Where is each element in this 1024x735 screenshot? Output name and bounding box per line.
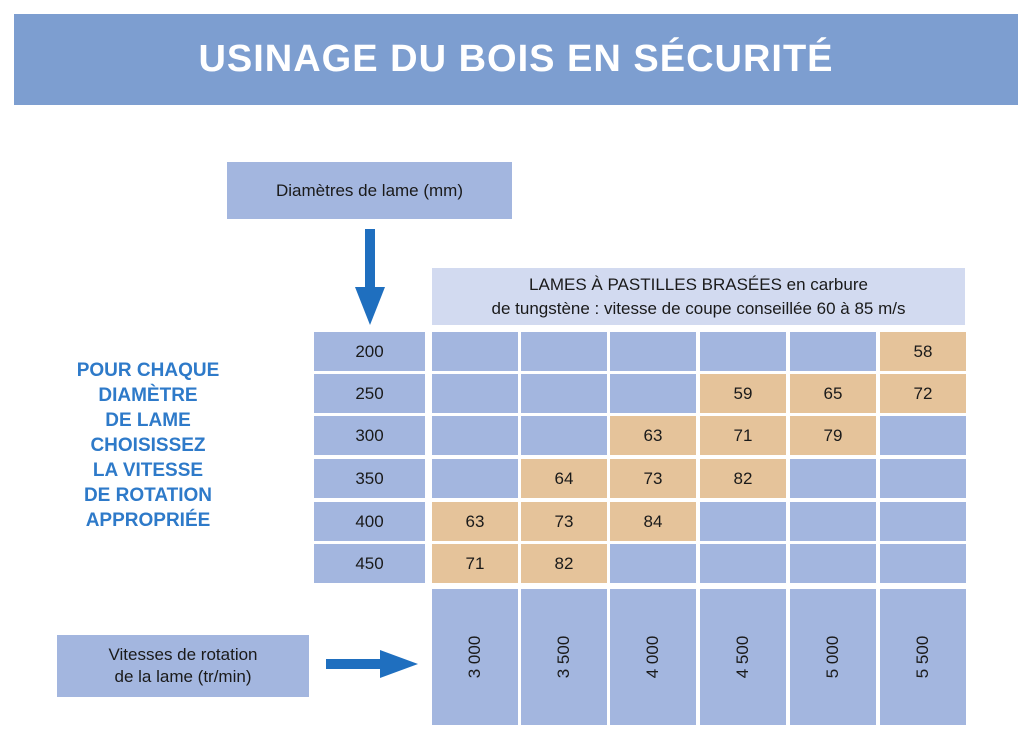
speed-value-cell: 73 bbox=[521, 502, 607, 541]
rotation-speed-label: 3 000 bbox=[465, 635, 484, 679]
empty-cell bbox=[521, 416, 607, 455]
speed-value-cell: 84 bbox=[610, 502, 696, 541]
rotation-speed-label-line2: de la lame (tr/min) bbox=[114, 667, 252, 686]
empty-cell bbox=[432, 374, 518, 413]
rotation-speed-column: 5 500 bbox=[880, 589, 966, 725]
empty-cell bbox=[790, 332, 876, 371]
arrow-right-icon bbox=[326, 650, 418, 678]
speed-value-cell: 72 bbox=[880, 374, 966, 413]
instruction-line: DIAMÈTRE bbox=[98, 385, 198, 406]
speed-value-cell: 63 bbox=[610, 416, 696, 455]
blades-type-caps: LAMES À PASTILLES BRASÉES bbox=[529, 274, 782, 294]
rotation-speed-label: 5 500 bbox=[913, 635, 932, 679]
empty-cell bbox=[790, 502, 876, 541]
speed-value-cell: 65 bbox=[790, 374, 876, 413]
speed-value-cell: 71 bbox=[700, 416, 786, 455]
arrow-down-icon bbox=[355, 229, 385, 325]
speed-value-cell: 58 bbox=[880, 332, 966, 371]
speed-value-cell: 82 bbox=[521, 544, 607, 583]
instruction-line: LA VITESSE bbox=[92, 460, 204, 481]
diameter-row-label: 300 bbox=[314, 416, 425, 455]
rotation-speed-label: 4 500 bbox=[733, 635, 752, 679]
speed-value-cell: 73 bbox=[610, 459, 696, 498]
instruction-line: DE ROTATION bbox=[83, 485, 213, 506]
rotation-speed-column: 4 500 bbox=[700, 589, 786, 725]
empty-cell bbox=[432, 416, 518, 455]
empty-cell bbox=[790, 544, 876, 583]
empty-cell bbox=[521, 374, 607, 413]
diameter-row-label: 250 bbox=[314, 374, 425, 413]
empty-cell bbox=[700, 502, 786, 541]
empty-cell bbox=[700, 332, 786, 371]
instruction-line: CHOISISSEZ bbox=[90, 435, 206, 456]
instruction-line: APPROPRIÉE bbox=[85, 510, 211, 531]
rotation-speed-label-line1: Vitesses de rotation bbox=[108, 645, 258, 664]
empty-cell bbox=[880, 416, 966, 455]
rotation-speed-label: 4 000 bbox=[643, 635, 662, 679]
empty-cell bbox=[432, 332, 518, 371]
rotation-speed-column: 5 000 bbox=[790, 589, 876, 725]
diameter-label-box: Diamètres de lame (mm) bbox=[227, 162, 512, 219]
blades-type-rest: en carbure bbox=[781, 274, 868, 294]
empty-cell bbox=[880, 459, 966, 498]
speed-value-cell: 79 bbox=[790, 416, 876, 455]
diameter-row-label: 200 bbox=[314, 332, 425, 371]
rotation-speed-label-box: Vitesses de rotation de la lame (tr/min) bbox=[57, 635, 309, 697]
empty-cell bbox=[790, 459, 876, 498]
speed-value-cell: 71 bbox=[432, 544, 518, 583]
empty-cell bbox=[521, 332, 607, 371]
empty-cell bbox=[880, 544, 966, 583]
diameter-label: Diamètres de lame (mm) bbox=[275, 180, 464, 200]
instruction-line: POUR CHAQUE bbox=[76, 360, 220, 381]
rotation-speed-column: 3 000 bbox=[432, 589, 518, 725]
rotation-speed-label: 3 500 bbox=[554, 635, 573, 679]
rotation-speed-column: 3 500 bbox=[521, 589, 607, 725]
title-banner: USINAGE DU BOIS EN SÉCURITÉ bbox=[14, 14, 1018, 105]
cutting-speed-text: de tungstène : vitesse de coupe conseill… bbox=[491, 298, 906, 318]
empty-cell bbox=[610, 374, 696, 413]
diameter-row-label: 350 bbox=[314, 459, 425, 498]
speed-value-cell: 82 bbox=[700, 459, 786, 498]
empty-cell bbox=[610, 332, 696, 371]
diameter-row-label: 450 bbox=[314, 544, 425, 583]
instruction-text: POUR CHAQUE DIAMÈTRE DE LAME CHOISISSEZ … bbox=[52, 358, 244, 533]
speed-value-cell: 63 bbox=[432, 502, 518, 541]
rotation-speed-column: 4 000 bbox=[610, 589, 696, 725]
empty-cell bbox=[700, 544, 786, 583]
rotation-speed-label: 5 000 bbox=[823, 635, 842, 679]
instruction-line: DE LAME bbox=[105, 410, 191, 431]
empty-cell bbox=[432, 459, 518, 498]
blades-info-header: LAMES À PASTILLES BRASÉES en carbure de … bbox=[432, 268, 965, 325]
empty-cell bbox=[880, 502, 966, 541]
speed-value-cell: 59 bbox=[700, 374, 786, 413]
empty-cell bbox=[610, 544, 696, 583]
diameter-row-label: 400 bbox=[314, 502, 425, 541]
speed-value-cell: 64 bbox=[521, 459, 607, 498]
page-title: USINAGE DU BOIS EN SÉCURITÉ bbox=[198, 38, 834, 80]
